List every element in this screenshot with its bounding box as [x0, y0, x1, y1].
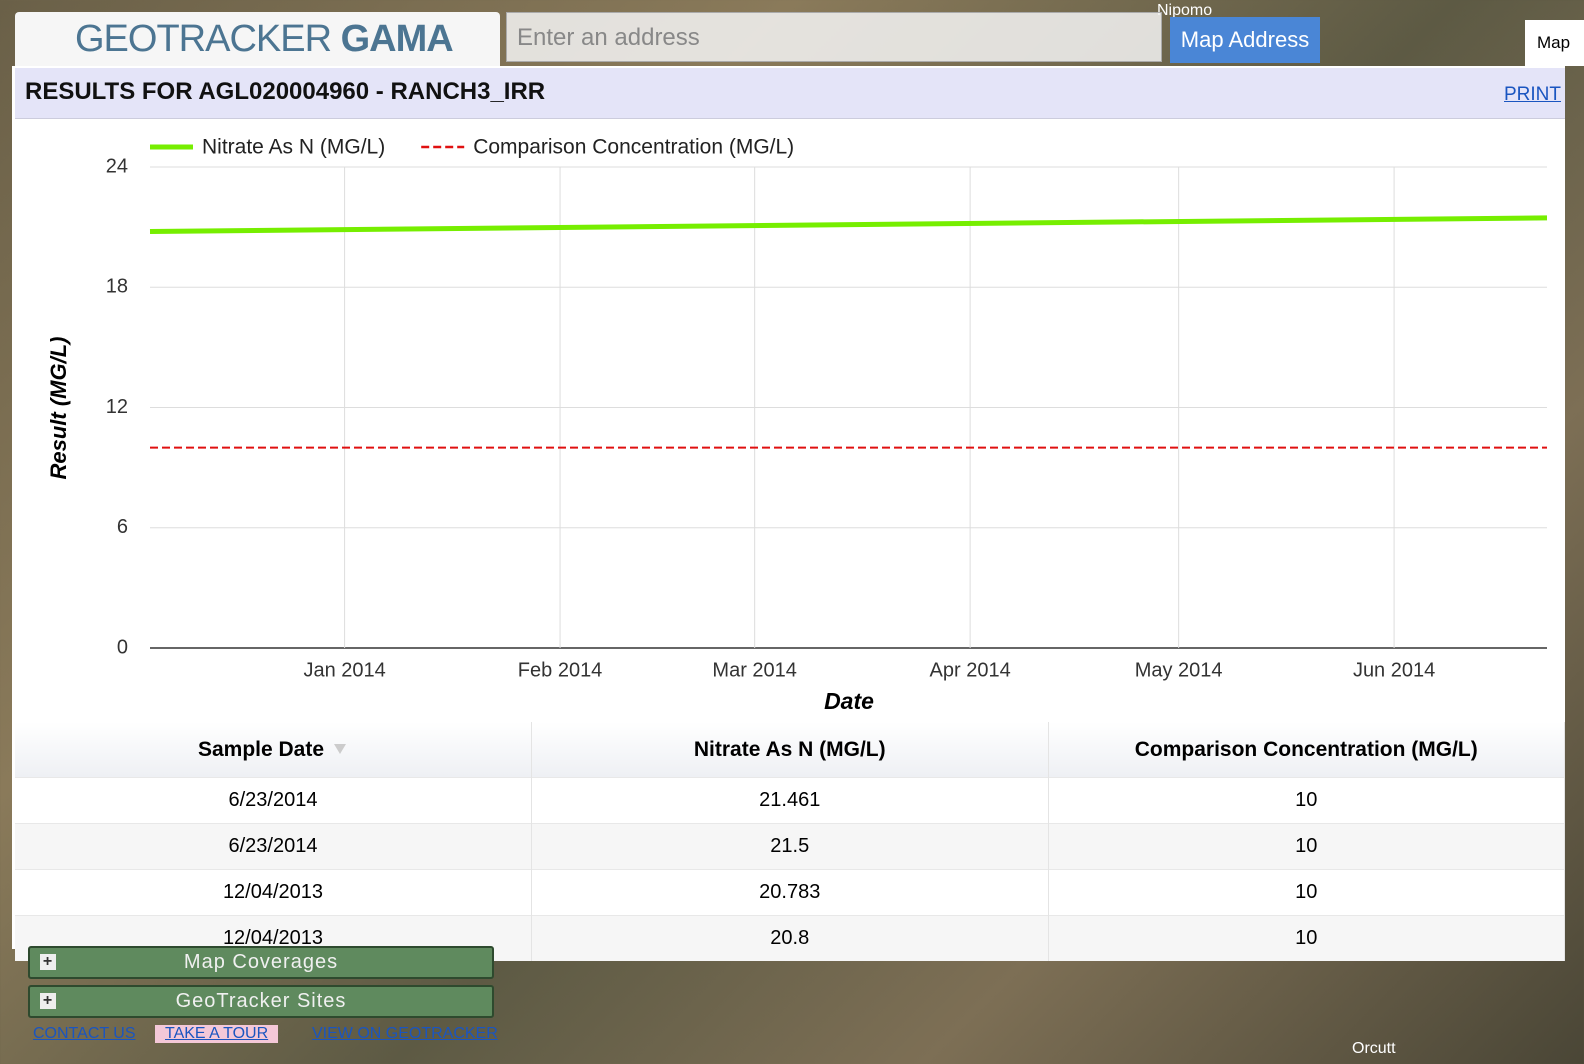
table-cell: 20.783 — [532, 870, 1049, 916]
column-title: Comparison Concentration (MG/L) — [1135, 738, 1478, 761]
x-tick-label: Apr 2014 — [930, 659, 1011, 681]
column-header: Nitrate As N (MG/L) — [532, 722, 1049, 778]
expand-icon: + — [40, 993, 56, 1009]
map-label: Orcutt — [1352, 1040, 1396, 1058]
y-tick-label: 18 — [106, 276, 128, 298]
y-tick-label: 12 — [106, 396, 128, 418]
table-cell: 12/04/2013 — [15, 870, 532, 916]
column-title: Nitrate As N (MG/L) — [694, 738, 886, 761]
x-axis-title: Date — [824, 688, 874, 714]
table-cell: 10 — [1048, 824, 1565, 870]
legend-label: Nitrate As N (MG/L) — [202, 136, 385, 159]
x-tick-label: Jan 2014 — [303, 659, 385, 681]
y-tick-label: 24 — [106, 155, 128, 177]
column-header: Sample Date — [15, 722, 532, 778]
table-cell: 21.5 — [532, 824, 1049, 870]
geotracker-link[interactable]: VIEW ON GEOTRACKER — [312, 1025, 498, 1043]
table-cell: 10 — [1048, 778, 1565, 824]
y-tick-label: 6 — [117, 516, 128, 538]
x-tick-label: Jun 2014 — [1353, 659, 1435, 681]
y-axis-title: Result (MG/L) — [46, 337, 71, 480]
table-cell: 6/23/2014 — [15, 778, 532, 824]
table-cell: 10 — [1048, 870, 1565, 916]
chart: Date Result (MG/L) 0 6 12 18 24 Jan 2014 Feb 2… — [0, 0, 1584, 722]
table-row: 6/23/201421.46110 — [15, 778, 1565, 824]
expand-icon: + — [40, 954, 56, 970]
sort-icon — [332, 742, 348, 756]
x-tick-label: Feb 2014 — [518, 659, 603, 681]
table-cell: 21.461 — [532, 778, 1049, 824]
x-tick-label: Mar 2014 — [712, 659, 797, 681]
table-row: 6/23/201421.510 — [15, 824, 1565, 870]
page: {"header": {"title_light": "GEOTRACKER",… — [0, 0, 1584, 1064]
column-header: Comparison Concentration (MG/L) — [1048, 722, 1565, 778]
series-line — [150, 218, 1547, 232]
map-coverages-panel[interactable]: + Map Coverages — [28, 946, 494, 979]
tour-link[interactable]: TAKE A TOUR — [155, 1025, 278, 1043]
column-title: Sample Date — [198, 738, 324, 761]
table-cell: 6/23/2014 — [15, 824, 532, 870]
table-cell: 10 — [1048, 916, 1565, 962]
panel-label: GeoTracker Sites — [176, 990, 347, 1012]
geotracker-sites-panel[interactable]: + GeoTracker Sites — [28, 985, 494, 1018]
table-cell: 20.8 — [532, 916, 1049, 962]
table-header: Sample Date Nitrate As N (MG/L) Comparison… — [15, 722, 1565, 778]
contact-link[interactable]: CONTACT US — [33, 1025, 136, 1043]
y-tick-label: 0 — [117, 636, 128, 658]
x-tick-label: May 2014 — [1135, 659, 1223, 681]
legend-label: Comparison Concentration (MG/L) — [473, 136, 794, 159]
screen: Nipomo Orcutt GEOTRACKER GAMA Enter an a… — [0, 0, 1584, 1064]
results-table: Sample Date Nitrate As N (MG/L) Comparison… — [15, 722, 1565, 961]
table-row: 12/04/201320.78310 — [15, 870, 1565, 916]
panel-label: Map Coverages — [184, 951, 338, 973]
